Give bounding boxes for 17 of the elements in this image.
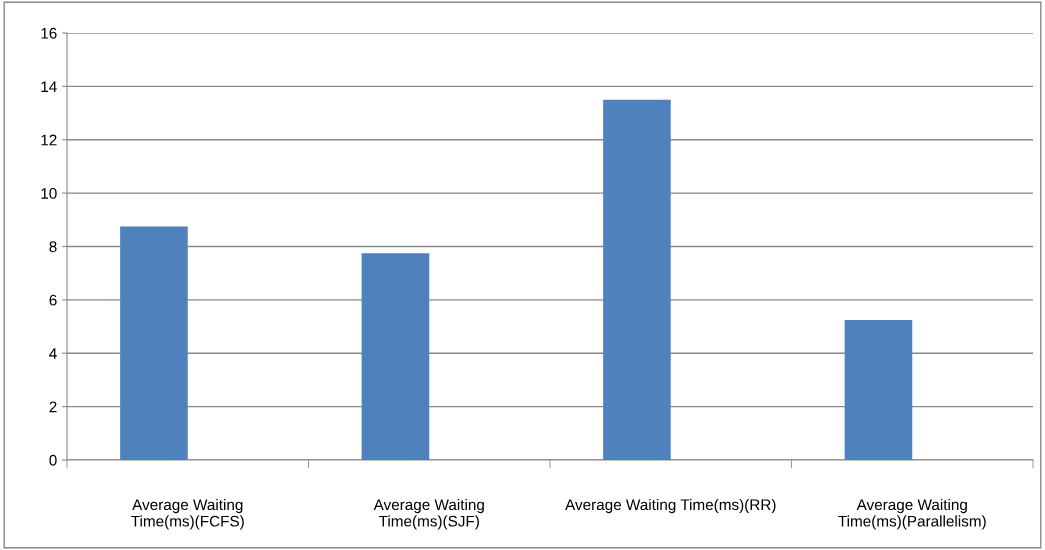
y-tick-label: 8 xyxy=(49,241,57,253)
x-tick-label: Average Waiting Time(ms)(FCFS) xyxy=(131,498,244,530)
bar xyxy=(603,99,671,460)
y-tick-label: 6 xyxy=(49,294,57,306)
bar xyxy=(361,253,430,460)
y-tick-label: 2 xyxy=(49,401,57,413)
x-tick-label: Average Waiting Time(ms)(SJF) xyxy=(373,498,484,530)
bar xyxy=(844,319,913,460)
y-tick-label: 12 xyxy=(41,134,57,146)
x-tick-label: Average Waiting Time(ms)(Parallelism) xyxy=(838,498,986,530)
y-tick-label: 0 xyxy=(49,454,57,466)
y-tick-label: 14 xyxy=(41,81,57,92)
bar xyxy=(120,226,188,460)
y-tick-label: 10 xyxy=(41,187,57,199)
y-tick-label: 4 xyxy=(49,348,57,359)
y-tick-label: 16 xyxy=(41,27,57,39)
x-tick-label: Average Waiting Time(ms)(RR) xyxy=(565,498,776,514)
